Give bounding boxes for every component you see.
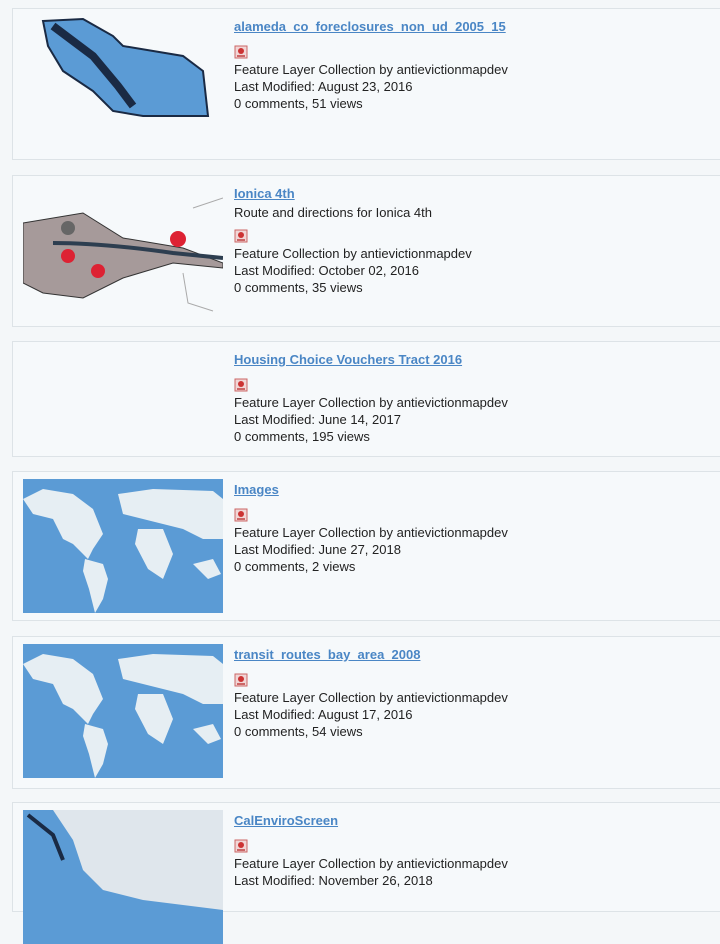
- item-modified: Last Modified: November 26, 2018: [234, 873, 433, 888]
- item-text: Housing Choice Vouchers Tract 2016 Featur…: [234, 352, 508, 445]
- item-type-line: Feature Layer Collection by antieviction…: [234, 690, 508, 705]
- item-card: alameda_co_foreclosures_non_ud_2005_15 Fe…: [12, 8, 720, 160]
- item-type-line: Feature Layer Collection by antieviction…: [234, 856, 508, 871]
- item-stats: 0 comments, 2 views: [234, 559, 356, 574]
- type-icon: [234, 839, 248, 853]
- item-card: Housing Choice Vouchers Tract 2016 Featur…: [12, 341, 720, 457]
- item-stats: 0 comments, 54 views: [234, 724, 363, 739]
- item-text: transit_routes_bay_area_2008 Feature Laye…: [234, 647, 508, 740]
- item-card: Ionica 4th Route and directions for Ionic…: [12, 175, 720, 327]
- item-modified: Last Modified: June 14, 2017: [234, 412, 401, 427]
- item-card: CalEnviroScreen Feature Layer Collection …: [12, 802, 720, 944]
- item-type-line: Feature Layer Collection by antieviction…: [234, 62, 508, 77]
- type-icon: [234, 229, 248, 243]
- item-title[interactable]: Images: [234, 482, 279, 497]
- item-modified: Last Modified: August 17, 2016: [234, 707, 413, 722]
- item-card: Images Feature Layer Collection by antiev…: [12, 471, 720, 621]
- item-stats: 0 comments, 35 views: [234, 280, 363, 295]
- thumbnail[interactable]: [23, 183, 223, 317]
- item-modified: Last Modified: October 02, 2016: [234, 263, 420, 278]
- item-text: Ionica 4th Route and directions for Ionic…: [234, 186, 472, 296]
- type-icon: [234, 45, 248, 59]
- page: alameda_co_foreclosures_non_ud_2005_15 Fe…: [12, 8, 720, 944]
- thumbnail[interactable]: [23, 16, 223, 150]
- item-title[interactable]: alameda_co_foreclosures_non_ud_2005_15: [234, 19, 506, 34]
- item-text: Images Feature Layer Collection by antiev…: [234, 482, 508, 575]
- item-title[interactable]: transit_routes_bay_area_2008: [234, 647, 421, 662]
- item-modified: Last Modified: June 27, 2018: [234, 542, 401, 557]
- item-type-line: Feature Layer Collection by antieviction…: [234, 395, 508, 410]
- type-icon: [234, 378, 248, 392]
- item-modified: Last Modified: August 23, 2016: [234, 79, 413, 94]
- thumbnail[interactable]: [23, 479, 223, 613]
- item-card: transit_routes_bay_area_2008 Feature Laye…: [12, 636, 720, 789]
- thumbnail[interactable]: [23, 810, 223, 944]
- item-type-line: Feature Collection by antievictionmapdev: [234, 246, 472, 261]
- item-text: CalEnviroScreen Feature Layer Collection …: [234, 813, 508, 889]
- item-description: Route and directions for Ionica 4th: [234, 205, 433, 220]
- item-title[interactable]: CalEnviroScreen: [234, 813, 339, 828]
- item-title[interactable]: Ionica 4th: [234, 186, 295, 201]
- thumbnail[interactable]: [23, 644, 223, 778]
- item-stats: 0 comments, 195 views: [234, 429, 370, 444]
- type-icon: [234, 673, 248, 687]
- item-type-line: Feature Layer Collection by antieviction…: [234, 525, 508, 540]
- item-text: alameda_co_foreclosures_non_ud_2005_15 Fe…: [234, 19, 508, 112]
- item-stats: 0 comments, 51 views: [234, 96, 363, 111]
- item-title[interactable]: Housing Choice Vouchers Tract 2016: [234, 352, 463, 367]
- type-icon: [234, 508, 248, 522]
